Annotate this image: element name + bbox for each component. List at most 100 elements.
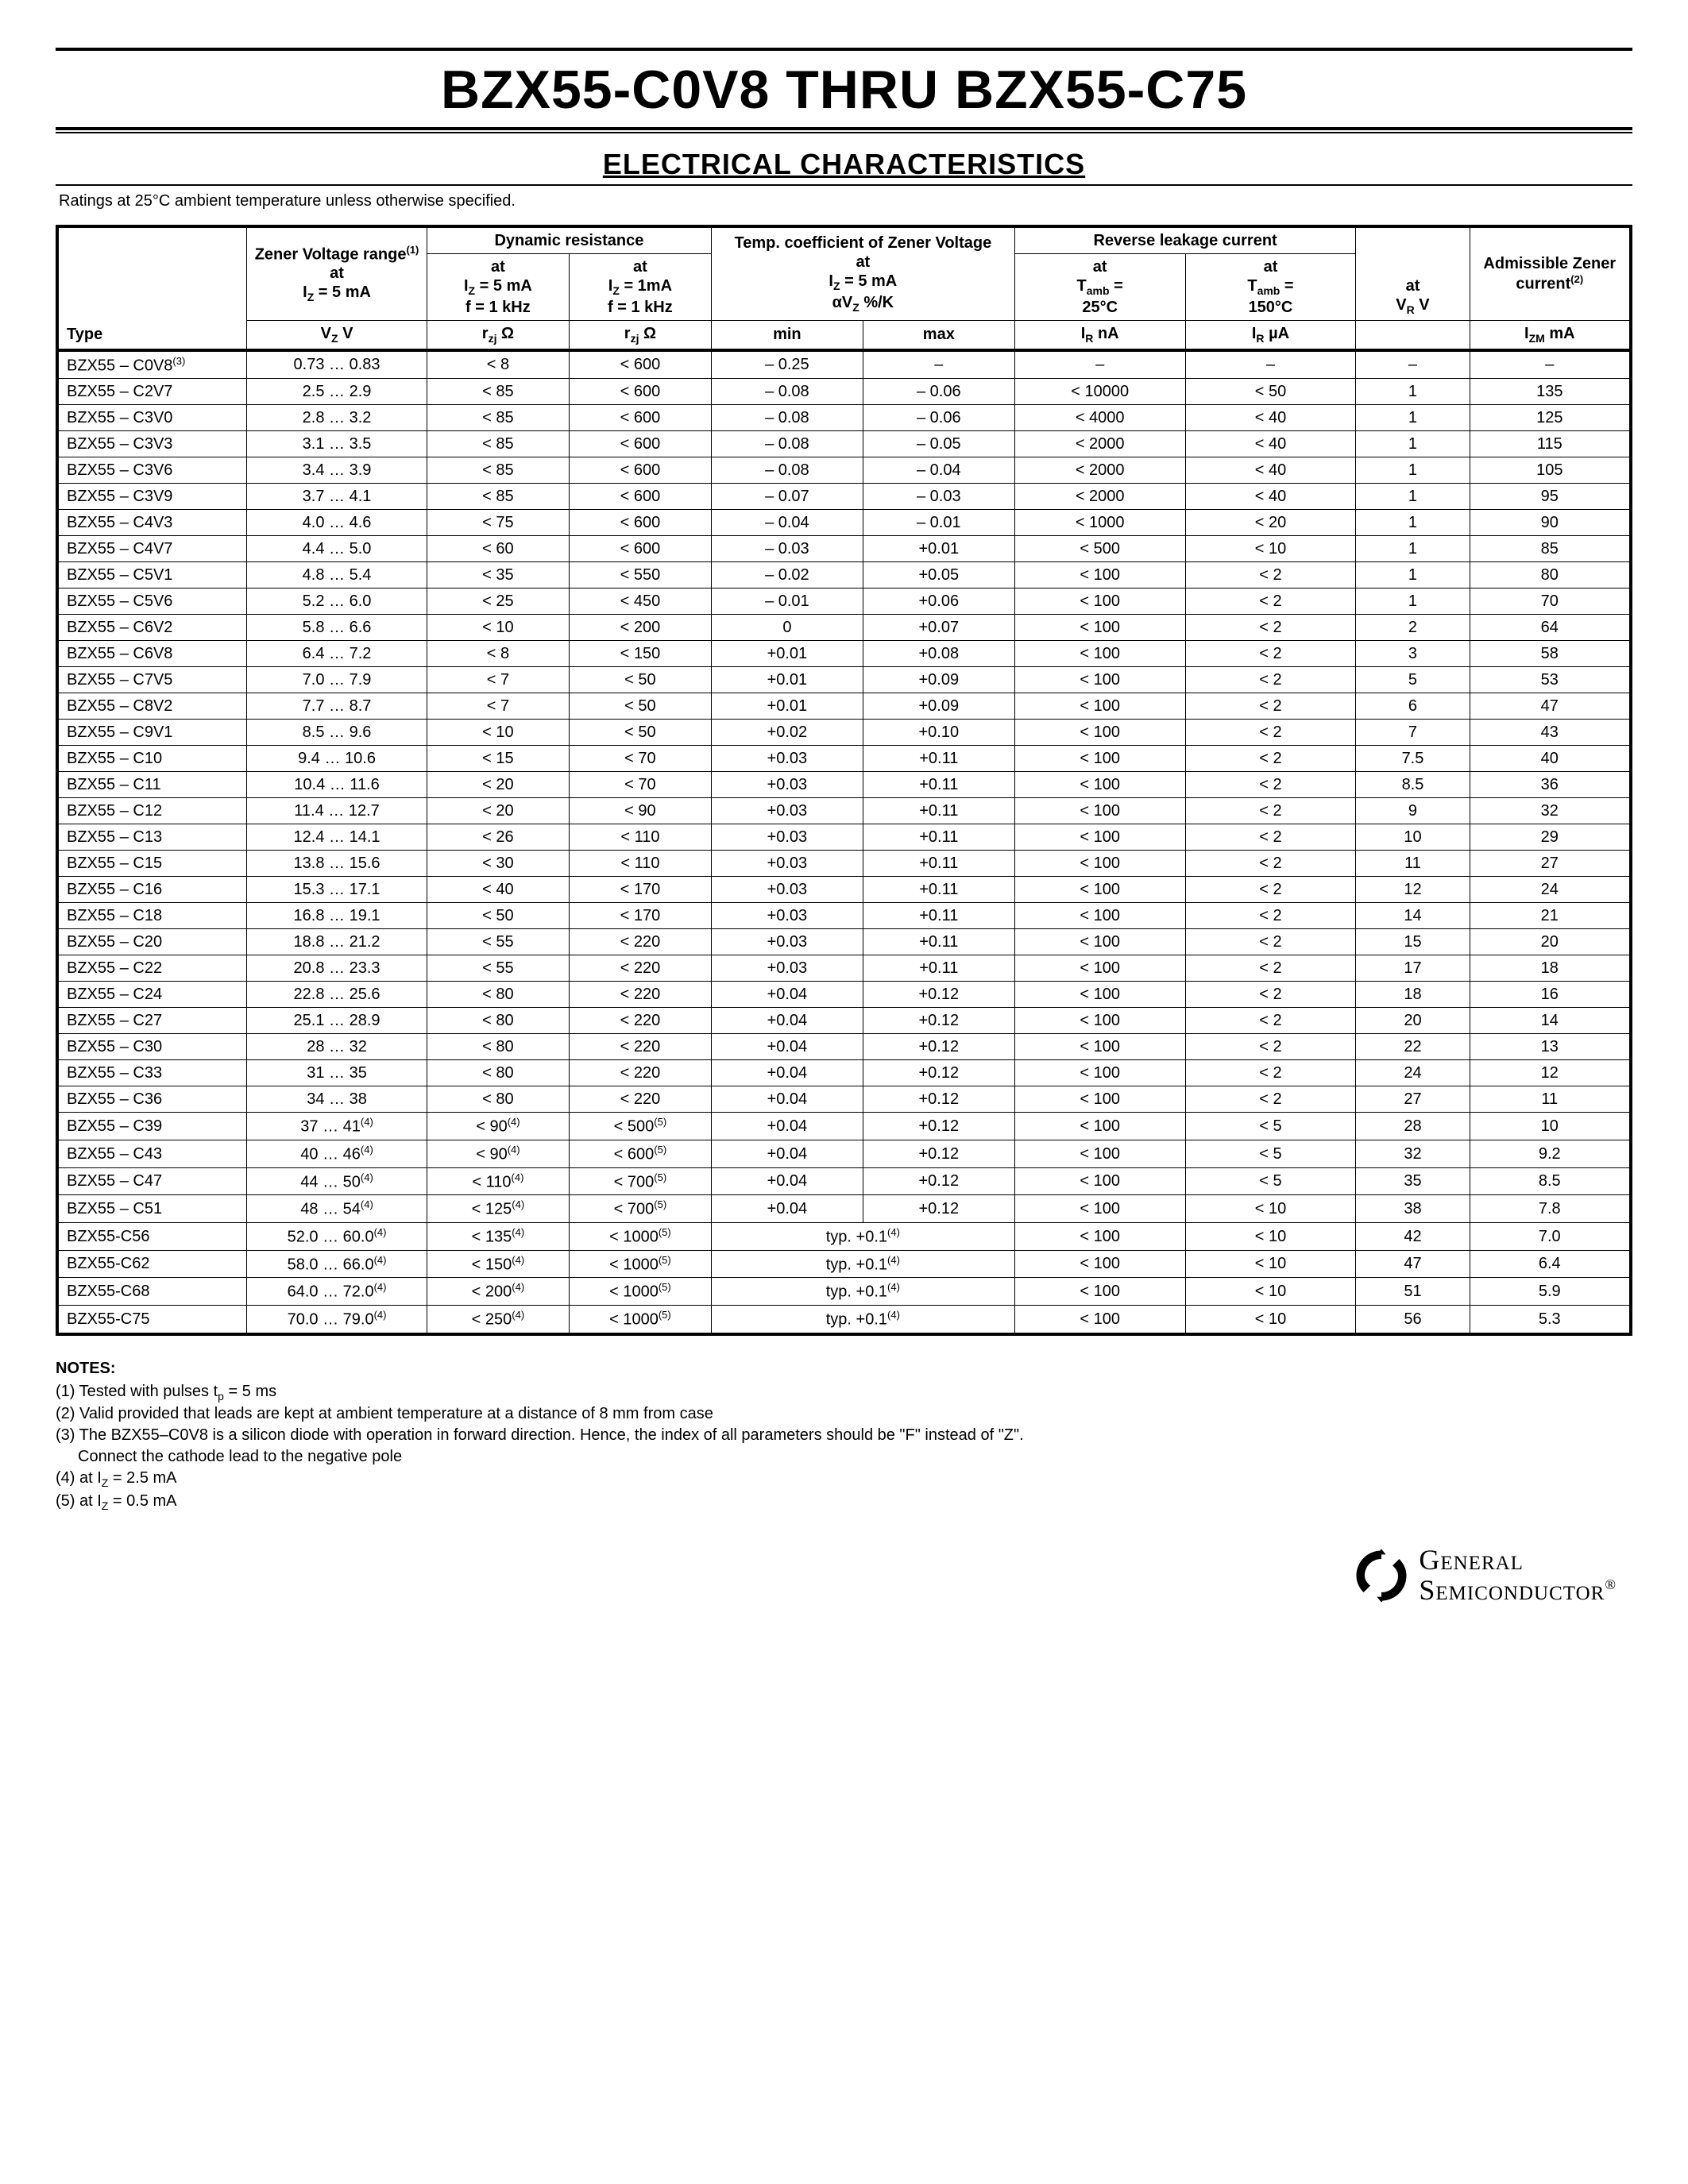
table-row: BZX55 – C2422.8 … 25.6< 80< 220+0.04+0.1…	[57, 982, 1631, 1008]
table-cell: +0.03	[711, 772, 863, 798]
table-cell: 52.0 … 60.0(4)	[247, 1222, 427, 1250]
table-cell: < 110(4)	[427, 1167, 569, 1195]
table-cell: < 10	[1185, 1278, 1356, 1306]
table-cell: 56	[1356, 1305, 1470, 1333]
table-cell: < 8	[427, 350, 569, 379]
title-rule-thin	[56, 132, 1632, 133]
table-cell: < 100	[1014, 667, 1185, 693]
table-cell: –	[1356, 350, 1470, 379]
header-irua-unit: IR µA	[1185, 320, 1356, 349]
table-row: BZX55 – C3V63.4 … 3.9< 85< 600– 0.08– 0.…	[57, 457, 1631, 484]
table-cell: +0.11	[863, 798, 1014, 824]
table-cell: < 55	[427, 929, 569, 955]
table-cell: < 1000(5)	[569, 1278, 711, 1306]
table-cell: < 75	[427, 510, 569, 536]
table-cell: 20	[1470, 929, 1631, 955]
table-cell: < 2	[1185, 772, 1356, 798]
table-cell: BZX55 – C39	[57, 1113, 247, 1140]
sub-rule	[56, 184, 1632, 186]
table-cell: 12	[1470, 1060, 1631, 1086]
table-cell: 1	[1356, 510, 1470, 536]
table-cell: +0.01	[711, 693, 863, 720]
table-row: BZX55 – C7V57.0 … 7.9< 7< 50+0.01+0.09< …	[57, 667, 1631, 693]
table-cell: < 80	[427, 1060, 569, 1086]
table-cell: 51	[1356, 1278, 1470, 1306]
table-cell: – 0.08	[711, 379, 863, 405]
table-cell: < 5	[1185, 1113, 1356, 1140]
table-cell: < 2	[1185, 720, 1356, 746]
table-row: BZX55 – C109.4 … 10.6< 15< 70+0.03+0.11<…	[57, 746, 1631, 772]
table-cell: < 100	[1014, 693, 1185, 720]
table-cell: BZX55 – C4V3	[57, 510, 247, 536]
table-cell: +0.03	[711, 851, 863, 877]
table-cell: BZX55 – C5V1	[57, 562, 247, 588]
table-cell: BZX55-C68	[57, 1278, 247, 1306]
table-cell: BZX55 – C3V3	[57, 431, 247, 457]
table-cell: +0.04	[711, 1113, 863, 1140]
table-cell: < 7	[427, 667, 569, 693]
table-row: BZX55 – C3937 … 41(4)< 90(4)< 500(5)+0.0…	[57, 1113, 1631, 1140]
table-cell: – 0.01	[863, 510, 1014, 536]
table-cell: < 2	[1185, 693, 1356, 720]
table-cell: 64.0 … 72.0(4)	[247, 1278, 427, 1306]
table-row: BZX55 – C3634 … 38< 80< 220+0.04+0.12< 1…	[57, 1086, 1631, 1113]
table-cell: < 220	[569, 1034, 711, 1060]
table-cell: 70.0 … 79.0(4)	[247, 1305, 427, 1333]
table-cell: +0.01	[711, 641, 863, 667]
table-cell: BZX55-C62	[57, 1250, 247, 1278]
table-cell: BZX55 – C3V9	[57, 484, 247, 510]
table-cell: 53	[1470, 667, 1631, 693]
table-cell: BZX55 – C36	[57, 1086, 247, 1113]
table-cell: 22.8 … 25.6	[247, 982, 427, 1008]
table-cell: < 2	[1185, 1034, 1356, 1060]
table-cell: < 70	[569, 746, 711, 772]
table-cell: – 0.08	[711, 405, 863, 431]
table-cell: 6	[1356, 693, 1470, 720]
note-5: (5) at IZ = 0.5 mA	[56, 1491, 1632, 1514]
table-cell: – 0.02	[711, 562, 863, 588]
table-cell: < 70	[569, 772, 711, 798]
table-cell: +0.04	[711, 1195, 863, 1223]
table-cell: < 90(4)	[427, 1140, 569, 1167]
table-cell: < 150(4)	[427, 1250, 569, 1278]
table-cell: +0.12	[863, 1086, 1014, 1113]
table-cell: < 600	[569, 379, 711, 405]
table-cell: < 2	[1185, 851, 1356, 877]
table-cell: 18	[1470, 955, 1631, 982]
table-cell: < 5	[1185, 1140, 1356, 1167]
table-cell: BZX55 – C33	[57, 1060, 247, 1086]
table-cell: +0.05	[863, 562, 1014, 588]
header-vr: at VR V	[1356, 226, 1470, 320]
table-cell: < 100	[1014, 903, 1185, 929]
table-cell: < 7	[427, 693, 569, 720]
table-cell: < 15	[427, 746, 569, 772]
table-cell: < 170	[569, 903, 711, 929]
table-cell: +0.04	[711, 1008, 863, 1034]
table-cell: 3	[1356, 641, 1470, 667]
header-vr-blank	[1356, 320, 1470, 349]
table-cell: 1	[1356, 484, 1470, 510]
table-cell: 80	[1470, 562, 1631, 588]
table-row: BZX55-C6864.0 … 72.0(4)< 200(4)< 1000(5)…	[57, 1278, 1631, 1306]
table-cell: 2.8 … 3.2	[247, 405, 427, 431]
table-cell: 1	[1356, 405, 1470, 431]
table-cell: 1	[1356, 536, 1470, 562]
table-cell: < 60	[427, 536, 569, 562]
header-dynamic-resistance: Dynamic resistance	[427, 226, 711, 254]
table-cell: – 0.08	[711, 457, 863, 484]
table-cell: 32	[1470, 798, 1631, 824]
page-title: BZX55-C0V8 THRU BZX55-C75	[56, 56, 1632, 127]
table-cell: < 2	[1185, 824, 1356, 851]
table-cell: +0.09	[863, 667, 1014, 693]
header-admissible: Admissible Zener current(2)	[1470, 226, 1631, 320]
table-cell: < 10000	[1014, 379, 1185, 405]
table-cell: 5.2 … 6.0	[247, 588, 427, 615]
table-row: BZX55 – C3V02.8 … 3.2< 85< 600– 0.08– 0.…	[57, 405, 1631, 431]
characteristics-table: Type Zener Voltage range(1) at IZ = 5 mA…	[56, 225, 1632, 1336]
table-cell: 64	[1470, 615, 1631, 641]
table-row: BZX55 – C3V33.1 … 3.5< 85< 600– 0.08– 0.…	[57, 431, 1631, 457]
table-cell: 135	[1470, 379, 1631, 405]
table-cell: +0.11	[863, 929, 1014, 955]
table-cell: < 100	[1014, 641, 1185, 667]
table-cell: 38	[1356, 1195, 1470, 1223]
